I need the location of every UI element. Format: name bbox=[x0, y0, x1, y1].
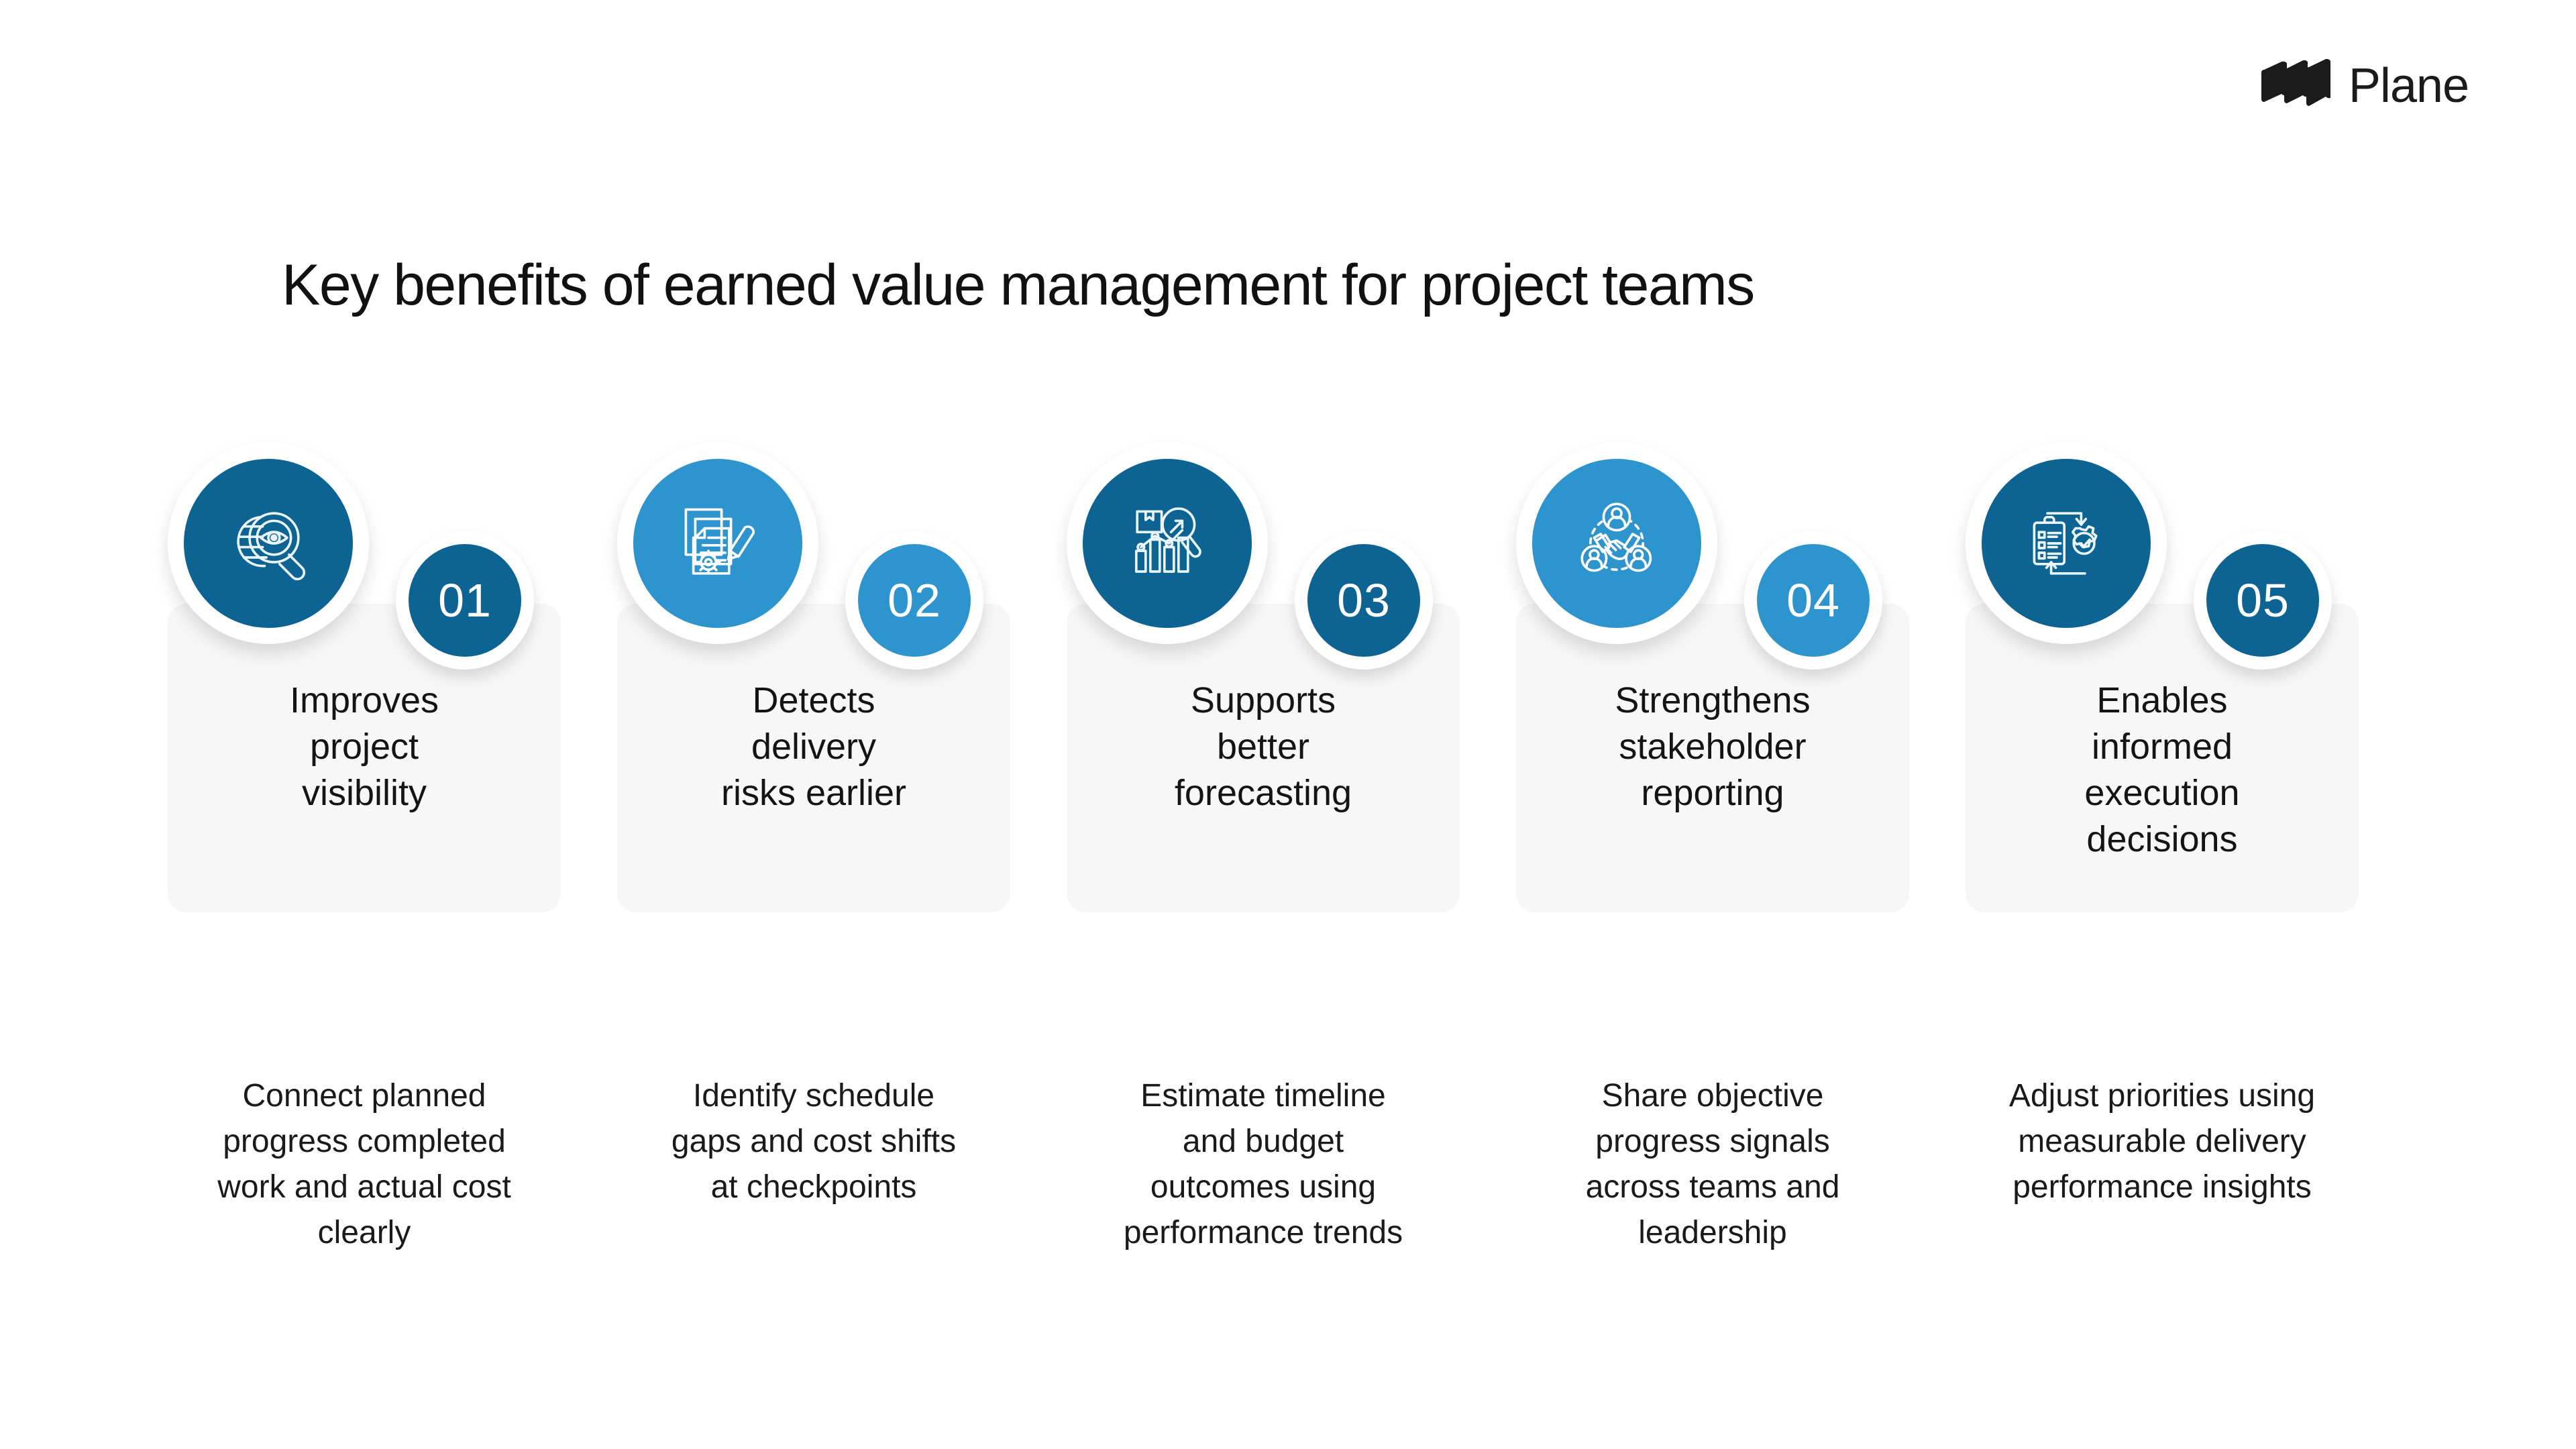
icon-circle-2 bbox=[617, 443, 818, 644]
number-badge-1: 01 bbox=[396, 531, 534, 669]
magnifier-eye-icon bbox=[221, 496, 315, 590]
documents-pencil-gear-icon bbox=[671, 496, 765, 590]
number-badge-4: 04 bbox=[1744, 531, 1882, 669]
icon-circle-3 bbox=[1067, 443, 1268, 644]
card-description-4: Share objective progress signals across … bbox=[1585, 1078, 1840, 1251]
number-badge-3: 03 bbox=[1295, 531, 1433, 669]
number-label: 01 bbox=[438, 574, 492, 627]
card-title-3: Supports better forecasting bbox=[1174, 680, 1352, 814]
handshake-network-icon bbox=[1570, 496, 1664, 590]
number-badge-2: 02 bbox=[845, 531, 983, 669]
benefit-card-4[interactable]: 04 Strengthens stakeholder reporting bbox=[1516, 443, 1909, 912]
benefit-card-5[interactable]: 05 Enables informed execution decisions bbox=[1966, 443, 2359, 912]
benefit-card-3[interactable]: 03 Supports better forecasting bbox=[1067, 443, 1460, 912]
card-description-2: Identify schedule gaps and cost shifts a… bbox=[671, 1078, 957, 1205]
descriptions-row: Connect planned progress completed work … bbox=[168, 1073, 2422, 1256]
clipboard-gear-cycle-icon bbox=[2019, 496, 2113, 590]
icon-circle-1 bbox=[168, 443, 369, 644]
benefit-card-1[interactable]: 01 Improves project visibility bbox=[168, 443, 561, 912]
card-description-1: Connect planned progress completed work … bbox=[217, 1078, 511, 1251]
card-title-2: Detects delivery risks earlier bbox=[720, 680, 907, 814]
icon-circle-4 bbox=[1516, 443, 1717, 644]
card-description-5: Adjust priorities using measurable deliv… bbox=[2008, 1078, 2316, 1205]
number-label: 03 bbox=[1337, 574, 1391, 627]
plane-logo-icon bbox=[2261, 58, 2331, 112]
number-badge-5: 05 bbox=[2194, 531, 2332, 669]
icon-circle-5 bbox=[1966, 443, 2167, 644]
card-description-3: Estimate timeline and budget outcomes us… bbox=[1123, 1078, 1403, 1251]
card-title-4: Strengthens stakeholder reporting bbox=[1615, 680, 1811, 814]
card-title-5: Enables informed execution decisions bbox=[2084, 680, 2240, 860]
benefit-card-2[interactable]: 02 Detects delivery risks earlier bbox=[617, 443, 1010, 912]
brand-name: Plane bbox=[2348, 58, 2469, 113]
number-label: 05 bbox=[2236, 574, 2290, 627]
bar-chart-magnifier-icon bbox=[1120, 496, 1214, 590]
benefit-cards-row: 01 Improves project visibility bbox=[168, 443, 2422, 912]
card-title-1: Improves project visibility bbox=[289, 680, 439, 814]
page-title: Key benefits of earned value management … bbox=[282, 252, 1755, 317]
number-label: 02 bbox=[888, 574, 941, 627]
number-label: 04 bbox=[1786, 574, 1840, 627]
brand-logo: Plane bbox=[2261, 58, 2469, 113]
